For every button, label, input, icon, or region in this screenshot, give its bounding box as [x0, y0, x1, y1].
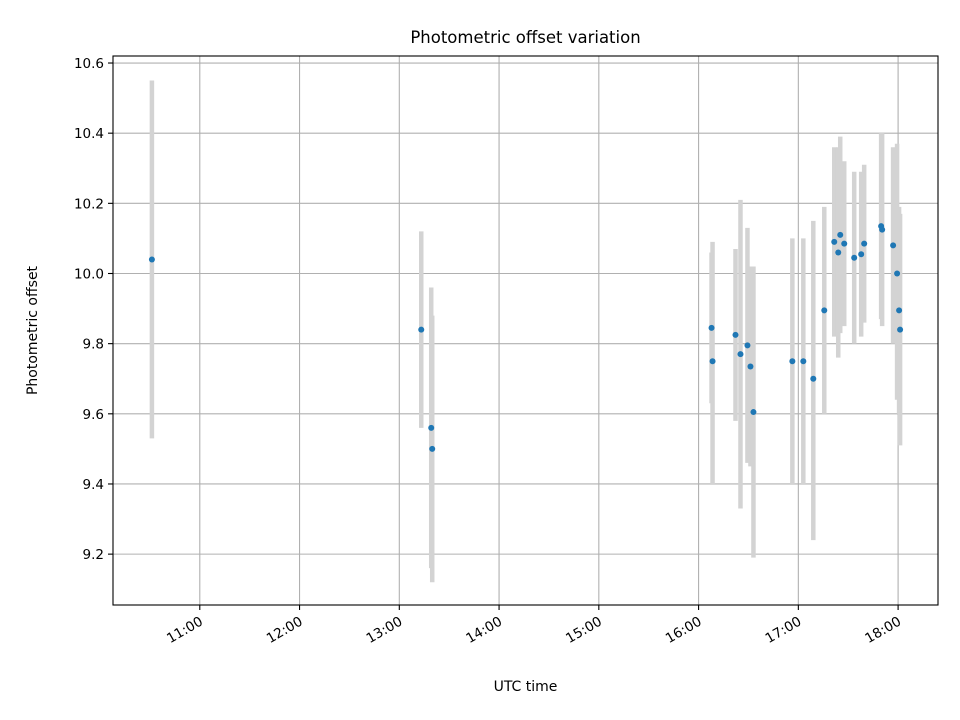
data-point	[810, 375, 817, 382]
y-tick-label: 10.0	[74, 266, 104, 282]
data-point	[750, 409, 757, 416]
data-point	[861, 240, 868, 247]
data-point	[894, 270, 901, 277]
data-point	[841, 240, 848, 247]
data-point	[789, 358, 796, 365]
y-tick-label: 9.8	[83, 337, 104, 353]
chart-title: Photometric offset variation	[410, 28, 640, 47]
data-point	[879, 226, 886, 233]
data-point	[148, 256, 155, 263]
y-tick-label: 9.2	[83, 547, 104, 563]
data-point	[418, 326, 425, 333]
data-point	[821, 307, 828, 314]
data-point	[744, 342, 751, 349]
data-point	[709, 358, 716, 365]
data-point	[429, 445, 436, 452]
data-point	[831, 238, 838, 245]
data-point	[897, 326, 904, 333]
data-point	[837, 231, 844, 238]
data-point	[732, 331, 739, 338]
data-point	[708, 324, 715, 331]
data-point	[896, 307, 903, 314]
data-point	[851, 254, 858, 261]
data-point	[737, 351, 744, 358]
data-point	[428, 424, 435, 431]
data-point	[858, 251, 865, 258]
plot-frame	[112, 55, 939, 606]
y-tick-label: 9.6	[83, 407, 104, 423]
data-point	[890, 242, 897, 249]
grid	[113, 56, 938, 605]
y-tick-label: 10.2	[74, 196, 104, 212]
y-tick-label: 10.4	[74, 126, 104, 142]
data-points	[148, 223, 904, 452]
y-tick-label: 10.6	[74, 56, 104, 72]
x-axis-label: UTC time	[494, 679, 558, 695]
y-tick-label: 9.4	[83, 477, 104, 493]
data-point	[835, 249, 842, 256]
y-axis-label: Photometric offset	[25, 265, 41, 395]
data-point	[800, 358, 807, 365]
data-point	[747, 363, 754, 370]
